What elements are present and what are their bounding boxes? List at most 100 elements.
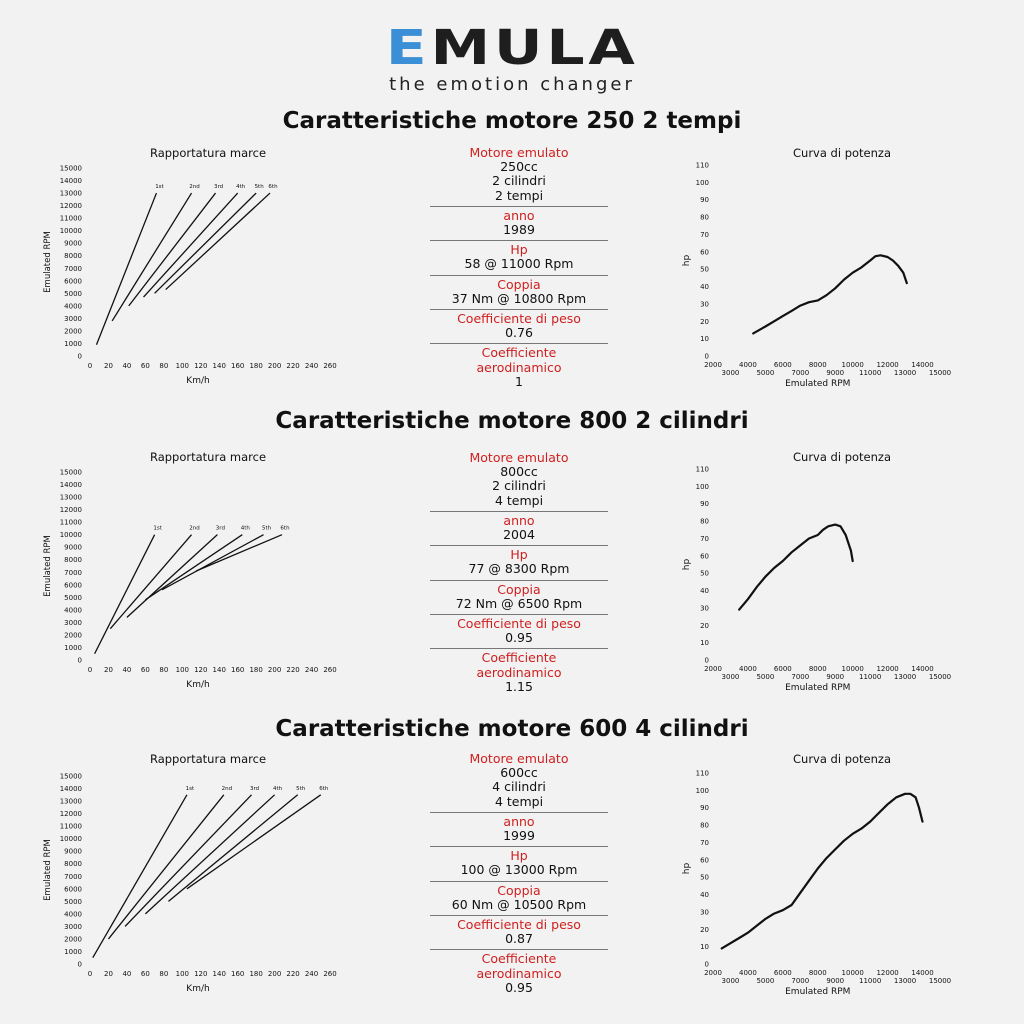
hp-value: 100 @ 13000 Rpm bbox=[460, 862, 578, 878]
section-title-600: Caratteristiche motore 600 4 cilindri bbox=[275, 716, 749, 742]
x-tick-label: 2000 bbox=[704, 665, 722, 673]
gear-line bbox=[124, 794, 253, 927]
x-tick-label: 220 bbox=[286, 970, 299, 978]
y-tick-label: 40 bbox=[700, 283, 709, 291]
divider bbox=[430, 309, 608, 311]
x-tick-label: 100 bbox=[176, 362, 189, 370]
y-tick-label: 5000 bbox=[64, 290, 82, 298]
gear-label: 5th bbox=[255, 184, 265, 190]
x-tick-label: 240 bbox=[305, 362, 318, 370]
x-tick-label: 12000 bbox=[876, 969, 898, 977]
y-tick-label: 2000 bbox=[64, 631, 82, 639]
peso-value: 0.76 bbox=[505, 325, 533, 341]
x-tick-label: 12000 bbox=[876, 361, 898, 369]
hp-label: Hp bbox=[510, 848, 528, 864]
x-tick-label: 100 bbox=[176, 970, 189, 978]
gear-line bbox=[195, 534, 283, 572]
y-tick-label: 70 bbox=[700, 231, 709, 239]
gear-line bbox=[165, 192, 271, 291]
x-tick-label: 10000 bbox=[842, 665, 864, 673]
x-tick-label: 180 bbox=[249, 666, 262, 674]
divider bbox=[430, 811, 608, 813]
gear-label: 6th bbox=[268, 184, 278, 190]
gear-label: 1st bbox=[153, 526, 162, 532]
y-tick-label: 60 bbox=[700, 552, 709, 560]
x-axis-label: Emulated RPM bbox=[785, 987, 850, 997]
gear-label: 5th bbox=[296, 786, 306, 792]
x-tick-label: 160 bbox=[231, 362, 244, 370]
y-tick-label: 6000 bbox=[64, 885, 82, 893]
x-tick-label: 5000 bbox=[756, 977, 774, 985]
anno-value: 2004 bbox=[503, 527, 535, 543]
y-tick-label: 50 bbox=[700, 874, 709, 882]
x-tick-label: 5000 bbox=[756, 673, 774, 681]
y-tick-label: 2000 bbox=[64, 327, 82, 335]
y-tick-label: 2000 bbox=[64, 935, 82, 943]
y-tick-label: 110 bbox=[696, 162, 709, 170]
x-tick-label: 0 bbox=[88, 970, 92, 978]
cilindri-value: 4 cilindri bbox=[492, 779, 546, 795]
peso-label: Coefficiente di peso bbox=[457, 917, 581, 933]
x-tick-label: 60 bbox=[141, 666, 150, 674]
x-tick-label: 9000 bbox=[826, 673, 844, 681]
y-tick-label: 13000 bbox=[60, 798, 82, 806]
power-chart-title: Curva di potenza bbox=[793, 450, 891, 464]
gear-label: 2nd bbox=[222, 786, 232, 792]
y-tick-label: 3000 bbox=[64, 619, 82, 627]
aero-label: aerodinamico bbox=[476, 965, 562, 981]
x-tick-label: 120 bbox=[194, 362, 207, 370]
gear-line bbox=[107, 794, 225, 940]
divider bbox=[430, 240, 608, 242]
y-tick-label: 4000 bbox=[64, 606, 82, 614]
power-curve-chart: 0 10 20 30 40 50 60 70 80 90 100 110 200030004000500… bbox=[682, 466, 951, 694]
y-tick-label: 40 bbox=[700, 891, 709, 899]
gear-label: 5th bbox=[262, 526, 272, 532]
anno-label: anno bbox=[503, 813, 535, 829]
x-tick-label: 260 bbox=[323, 970, 336, 978]
gear-line bbox=[154, 192, 257, 294]
anno-label: anno bbox=[503, 207, 535, 223]
y-tick-label: 8000 bbox=[64, 252, 82, 260]
y-tick-label: 90 bbox=[700, 500, 709, 508]
divider bbox=[430, 648, 608, 650]
gear-line bbox=[109, 534, 193, 630]
y-tick-label: 110 bbox=[696, 466, 709, 474]
x-tick-label: 2000 bbox=[704, 969, 722, 977]
gear-line bbox=[128, 192, 217, 307]
x-tick-label: 120 bbox=[194, 666, 207, 674]
gear-chart-title: Rapportatura marce bbox=[149, 146, 267, 160]
x-axis-label: Km/h bbox=[186, 680, 209, 690]
coppia-value: 37 Nm @ 10800 Rpm bbox=[451, 290, 587, 306]
y-tick-label: 15000 bbox=[60, 165, 82, 173]
aero-label: aerodinamico bbox=[476, 359, 562, 375]
hp-label: Hp bbox=[510, 547, 528, 563]
x-tick-label: 200 bbox=[268, 970, 281, 978]
y-tick-label: 11000 bbox=[60, 519, 82, 527]
x-tick-label: 14000 bbox=[911, 361, 933, 369]
coppia-label: Coppia bbox=[497, 581, 541, 597]
x-tick-label: 10000 bbox=[842, 361, 864, 369]
x-tick-label: 180 bbox=[249, 970, 262, 978]
gear-label: 2nd bbox=[189, 184, 199, 190]
x-tick-label: 3000 bbox=[722, 673, 740, 681]
x-tick-label: 0 bbox=[88, 666, 92, 674]
motore-label: Motore emulato bbox=[469, 450, 569, 465]
anno-label: anno bbox=[503, 512, 535, 528]
motore-label: Motore emulato bbox=[469, 145, 569, 160]
cilindri-value: 2 cilindri bbox=[492, 173, 546, 189]
y-tick-label: 5000 bbox=[64, 898, 82, 906]
y-tick-label: 10000 bbox=[60, 227, 82, 235]
y-tick-label: 30 bbox=[700, 300, 709, 308]
y-tick-label: 60 bbox=[700, 856, 709, 864]
gear-label: 3rd bbox=[216, 526, 225, 532]
x-tick-label: 14000 bbox=[911, 969, 933, 977]
coppia-label: Coppia bbox=[497, 882, 541, 898]
x-tick-label: 80 bbox=[159, 970, 168, 978]
specs-block-250: Motore emulato 250cc 2 cilindri 2 tempi … bbox=[430, 145, 608, 389]
coppia-label: Coppia bbox=[497, 276, 541, 292]
y-axis-label: hp bbox=[682, 863, 692, 875]
x-tick-label: 14000 bbox=[911, 665, 933, 673]
x-tick-label: 11000 bbox=[859, 977, 881, 985]
peso-value: 0.87 bbox=[505, 931, 533, 947]
y-tick-label: 0 bbox=[705, 353, 709, 361]
